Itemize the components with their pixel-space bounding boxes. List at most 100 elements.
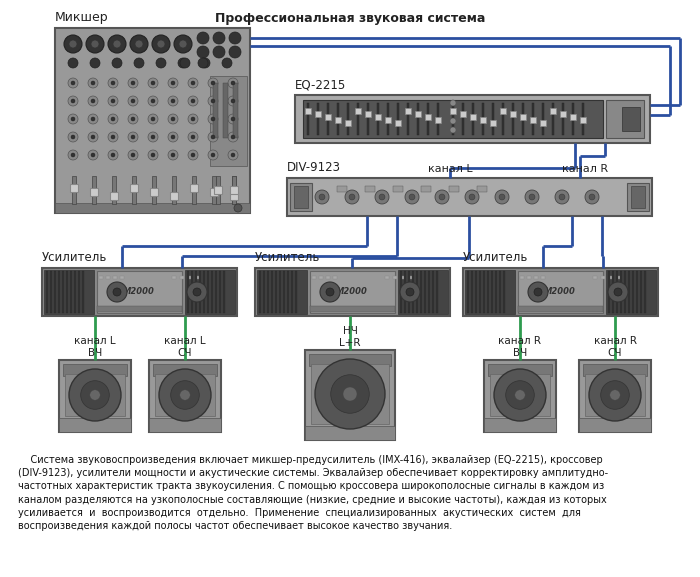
Bar xyxy=(616,271,618,313)
Text: M2000: M2000 xyxy=(336,287,368,297)
Bar xyxy=(263,271,265,313)
Circle shape xyxy=(131,153,135,157)
Bar xyxy=(487,271,489,313)
Circle shape xyxy=(200,58,210,68)
Bar xyxy=(319,276,323,279)
Circle shape xyxy=(525,190,539,204)
Circle shape xyxy=(180,390,190,400)
Bar xyxy=(82,271,84,313)
Bar xyxy=(425,114,431,120)
Bar xyxy=(214,186,222,194)
Bar xyxy=(112,176,116,204)
Bar xyxy=(287,178,652,216)
Circle shape xyxy=(168,96,178,106)
Circle shape xyxy=(191,117,195,121)
Bar xyxy=(407,103,409,135)
Circle shape xyxy=(107,282,127,302)
Bar xyxy=(291,271,293,313)
Bar xyxy=(365,111,371,117)
Circle shape xyxy=(345,190,359,204)
Circle shape xyxy=(191,81,195,85)
Bar xyxy=(470,114,476,120)
Bar xyxy=(267,271,269,313)
Bar xyxy=(230,192,238,200)
Circle shape xyxy=(188,132,198,142)
Circle shape xyxy=(151,81,155,85)
Circle shape xyxy=(349,194,355,200)
Bar xyxy=(622,107,640,131)
Bar xyxy=(593,276,597,279)
Circle shape xyxy=(131,99,135,103)
Bar xyxy=(502,103,504,135)
Circle shape xyxy=(68,78,78,88)
Circle shape xyxy=(231,117,235,121)
Circle shape xyxy=(88,78,98,88)
Bar xyxy=(74,271,76,313)
Bar xyxy=(337,103,339,135)
Bar xyxy=(609,276,613,279)
Bar xyxy=(59,360,131,432)
Circle shape xyxy=(379,194,385,200)
Bar xyxy=(255,268,450,316)
Bar xyxy=(490,120,496,126)
Circle shape xyxy=(465,190,479,204)
Circle shape xyxy=(469,194,475,200)
Circle shape xyxy=(157,40,165,48)
Circle shape xyxy=(211,153,215,157)
Text: Усилитель: Усилитель xyxy=(42,251,107,264)
Bar xyxy=(345,120,351,126)
Bar xyxy=(153,364,217,376)
Bar xyxy=(55,28,250,213)
Circle shape xyxy=(131,135,135,139)
Bar xyxy=(415,111,421,117)
Circle shape xyxy=(112,58,122,68)
Bar xyxy=(428,271,430,313)
Circle shape xyxy=(64,35,82,53)
Circle shape xyxy=(450,100,456,106)
Circle shape xyxy=(91,99,95,103)
Bar xyxy=(398,270,448,314)
Bar xyxy=(449,186,459,192)
Bar xyxy=(450,108,456,114)
Circle shape xyxy=(108,150,118,160)
Bar xyxy=(479,271,481,313)
Circle shape xyxy=(90,58,100,68)
Bar xyxy=(279,271,281,313)
Text: канал L: канал L xyxy=(428,164,472,174)
Bar xyxy=(475,271,477,313)
Bar xyxy=(325,114,331,120)
Bar xyxy=(223,271,225,313)
Circle shape xyxy=(409,194,415,200)
Circle shape xyxy=(188,150,198,160)
Text: НЧ
L+R: НЧ L+R xyxy=(340,327,360,348)
Bar xyxy=(149,360,221,432)
Circle shape xyxy=(168,132,178,142)
Circle shape xyxy=(113,288,121,296)
Circle shape xyxy=(211,99,215,103)
Bar xyxy=(601,276,605,279)
Circle shape xyxy=(326,288,334,296)
Bar xyxy=(172,176,176,204)
Bar xyxy=(452,103,454,135)
Circle shape xyxy=(148,114,158,124)
Bar xyxy=(612,271,614,313)
Bar xyxy=(427,103,429,135)
Bar xyxy=(310,306,395,312)
Circle shape xyxy=(71,153,75,157)
Bar xyxy=(113,276,117,279)
Circle shape xyxy=(213,32,225,44)
Bar xyxy=(97,271,182,313)
Circle shape xyxy=(534,288,542,296)
Text: канал R
СЧ: канал R СЧ xyxy=(594,336,636,358)
Bar xyxy=(310,271,395,313)
Text: Профессиональная звуковая система: Профессиональная звуковая система xyxy=(215,12,485,25)
Circle shape xyxy=(128,150,138,160)
Bar xyxy=(149,418,221,432)
Bar xyxy=(477,186,487,192)
Bar xyxy=(63,364,127,376)
Circle shape xyxy=(435,190,449,204)
Bar xyxy=(312,276,316,279)
Circle shape xyxy=(69,40,77,48)
Bar xyxy=(294,186,308,208)
Bar xyxy=(499,271,501,313)
